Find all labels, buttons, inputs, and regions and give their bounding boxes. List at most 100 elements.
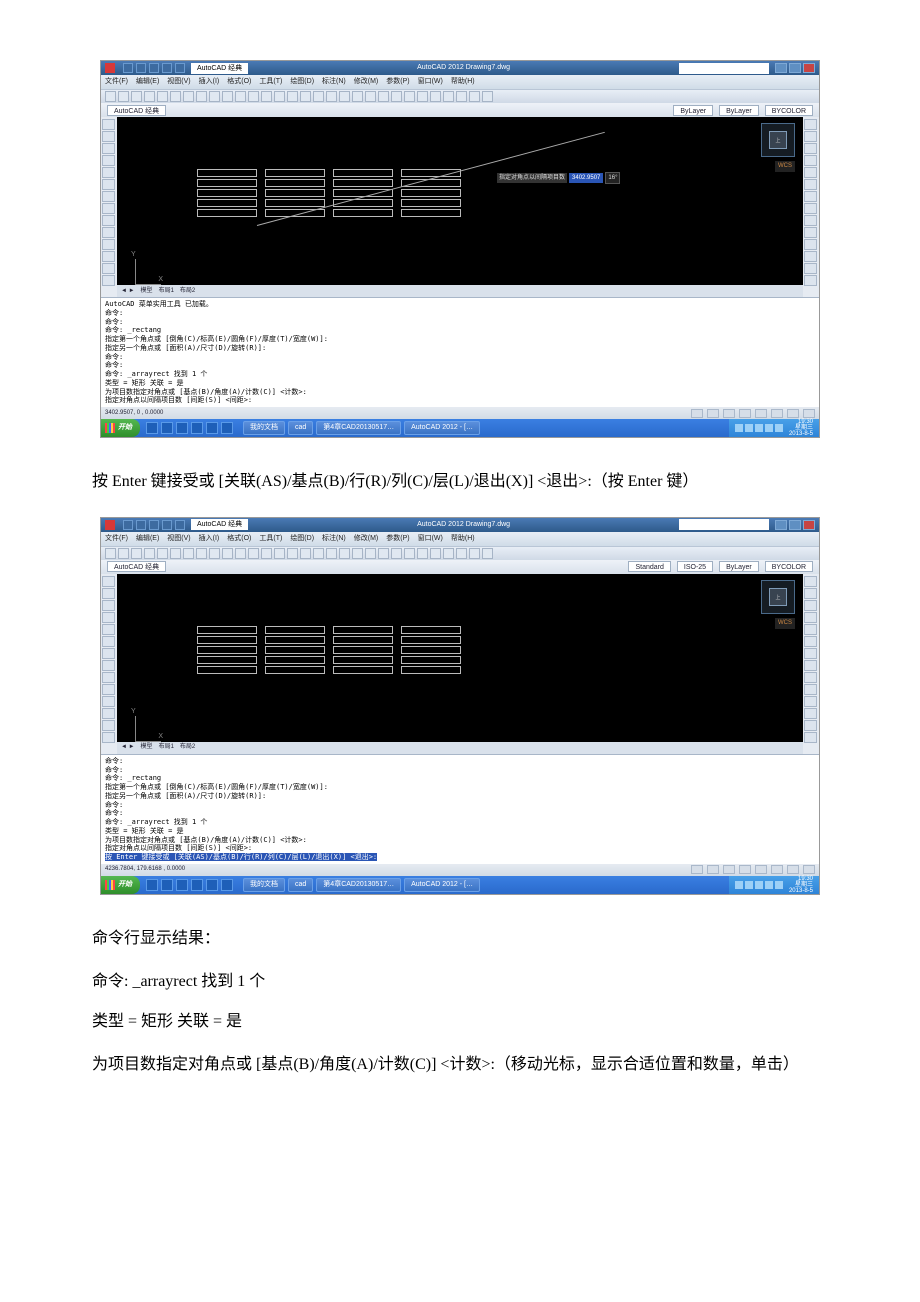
color-dropdown[interactable]: BYCOLOR [765,105,813,116]
menu-item[interactable]: 参数(P) [386,76,409,89]
viewcube-face[interactable]: 上 [769,588,787,606]
layout-tab[interactable]: 布局2 [180,286,195,297]
dim-dropdown[interactable]: ISO-25 [677,561,713,572]
workspace-combo[interactable]: AutoCAD 经典 [107,105,166,116]
window-titlebar: AutoCAD 经典 AutoCAD 2012 Drawing7.dwg [101,61,819,75]
standard-toolbar[interactable] [101,89,819,103]
menu-item[interactable]: 文件(F) [105,76,128,89]
cmd-line: 指定另一个角点或 [面积(A)/尺寸(D)/旋转(R)]: [105,344,815,353]
quick-launch[interactable] [146,879,233,891]
menu-item[interactable]: 标注(N) [322,76,346,89]
menubar[interactable]: 文件(F) 编辑(E) 视图(V) 插入(I) 格式(O) 工具(T) 绘图(D… [101,75,819,89]
menu-item[interactable]: 编辑(E) [136,533,159,546]
modify-toolbar[interactable] [803,574,819,754]
draw-toolbar[interactable] [101,117,117,297]
menu-item[interactable]: 窗口(W) [418,76,443,89]
command-window[interactable]: 命令: 命令: 命令: _rectang 指定第一个角点或 [倒角(C)/标高(… [101,754,819,864]
menu-item[interactable]: 格式(O) [227,76,251,89]
window-buttons[interactable] [775,63,815,73]
help-search-input[interactable] [679,63,769,74]
close-icon[interactable] [803,63,815,73]
system-tray[interactable]: 19:30 星期三 2013-8-5 [729,419,819,437]
cmd-line: 命令: [105,318,815,327]
drawing-canvas[interactable]: 上 WCS Y X ◄ ► 模型 布局1 布局2 [117,574,803,754]
taskbar-task[interactable]: 我的文档 [243,878,285,892]
maximize-icon[interactable] [789,520,801,530]
taskbar-tasks[interactable]: 我的文档 cad 第4章CAD20130517… AutoCAD 2012 - … [243,421,729,435]
color-dropdown[interactable]: BYCOLOR [765,561,813,572]
taskbar-task[interactable]: 第4章CAD20130517… [316,421,401,435]
help-search-input[interactable] [679,519,769,530]
menu-item[interactable]: 修改(M) [354,76,379,89]
taskbar-task[interactable]: 第4章CAD20130517… [316,878,401,892]
menu-item[interactable]: 修改(M) [354,533,379,546]
linetype-dropdown[interactable]: ByLayer [719,105,759,116]
status-toggles[interactable] [691,865,815,874]
cmd-line: 命令: _rectang [105,774,815,783]
layout-tab[interactable]: 模型 [141,742,153,753]
menu-item[interactable]: 绘图(D) [290,76,314,89]
quick-launch[interactable] [146,422,233,434]
layer-dropdown[interactable]: ByLayer [719,561,759,572]
window-titlebar: AutoCAD 经典 AutoCAD 2012 Drawing7.dwg [101,518,819,532]
menu-item[interactable]: 文件(F) [105,533,128,546]
command-window[interactable]: AutoCAD 菜单实用工具 已加载。 命令: 命令: 命令: _rectang… [101,297,819,407]
quick-access-toolbar[interactable] [123,63,185,73]
standard-toolbar[interactable] [101,546,819,560]
properties-toolbar[interactable]: AutoCAD 经典 ByLayer ByLayer BYCOLOR [101,103,819,117]
style-dropdown[interactable]: Standard [628,561,670,572]
menubar[interactable]: 文件(F) 编辑(E) 视图(V) 插入(I) 格式(O) 工具(T) 绘图(D… [101,532,819,546]
workspace-dropdown[interactable]: AutoCAD 经典 [191,63,248,74]
taskbar-task[interactable]: cad [288,421,313,435]
menu-item[interactable]: 视图(V) [167,76,190,89]
cmd-line: 命令: [105,309,815,318]
menu-item[interactable]: 插入(I) [199,76,220,89]
menu-item[interactable]: 窗口(W) [418,533,443,546]
viewcube[interactable]: 上 [761,580,795,614]
menu-item[interactable]: 工具(T) [259,533,282,546]
viewcube-face[interactable]: 上 [769,131,787,149]
workspace-combo[interactable]: AutoCAD 经典 [107,561,166,572]
modify-toolbar[interactable] [803,117,819,297]
minimize-icon[interactable] [775,520,787,530]
menu-item[interactable]: 标注(N) [322,533,346,546]
layout-tabs[interactable]: ◄ ► 模型 布局1 布局2 [117,285,803,297]
menu-item[interactable]: 工具(T) [259,76,282,89]
taskbar-tasks[interactable]: 我的文档 cad 第4章CAD20130517… AutoCAD 2012 - … [243,878,729,892]
start-button[interactable]: 开始 [101,419,140,437]
taskbar[interactable]: 开始 我的文档 cad 第4章CAD20130517… AutoCAD 2012… [101,419,819,437]
layer-dropdown[interactable]: ByLayer [673,105,713,116]
minimize-icon[interactable] [775,63,787,73]
menu-item[interactable]: 绘图(D) [290,533,314,546]
layout-tab[interactable]: 布局2 [180,742,195,753]
window-buttons[interactable] [775,520,815,530]
system-tray[interactable]: 19:30 星期三 2013-8-5 [729,876,819,894]
drawing-canvas[interactable]: 上 WCS 指定对角点以间隔项目数 3402.9507 16° Y X ◄ [117,117,803,297]
draw-toolbar[interactable] [101,574,117,754]
quick-access-toolbar[interactable] [123,520,185,530]
taskbar-task[interactable]: AutoCAD 2012 - [… [404,421,480,435]
menu-item[interactable]: 参数(P) [386,533,409,546]
properties-toolbar[interactable]: AutoCAD 经典 Standard ISO-25 ByLayer BYCOL… [101,560,819,574]
taskbar[interactable]: 开始 我的文档 cad 第4章CAD20130517… AutoCAD 2012… [101,876,819,894]
workspace-dropdown[interactable]: AutoCAD 经典 [191,519,248,530]
taskbar-task[interactable]: AutoCAD 2012 - [… [404,878,480,892]
menu-item[interactable]: 帮助(H) [451,533,475,546]
close-icon[interactable] [803,520,815,530]
viewcube[interactable]: 上 [761,123,795,157]
body-paragraph: 命令: _arrayrect 找到 1 个 [92,968,860,997]
maximize-icon[interactable] [789,63,801,73]
start-button[interactable]: 开始 [101,876,140,894]
taskbar-task[interactable]: 我的文档 [243,421,285,435]
menu-item[interactable]: 插入(I) [199,533,220,546]
menu-item[interactable]: 编辑(E) [136,76,159,89]
taskbar-task[interactable]: cad [288,878,313,892]
layout-tab[interactable]: 布局1 [159,742,174,753]
layout-tab[interactable]: 布局1 [159,286,174,297]
menu-item[interactable]: 视图(V) [167,533,190,546]
layout-tabs[interactable]: ◄ ► 模型 布局1 布局2 [117,742,803,754]
status-toggles[interactable] [691,409,815,418]
layout-tab[interactable]: 模型 [141,286,153,297]
menu-item[interactable]: 帮助(H) [451,76,475,89]
menu-item[interactable]: 格式(O) [227,533,251,546]
